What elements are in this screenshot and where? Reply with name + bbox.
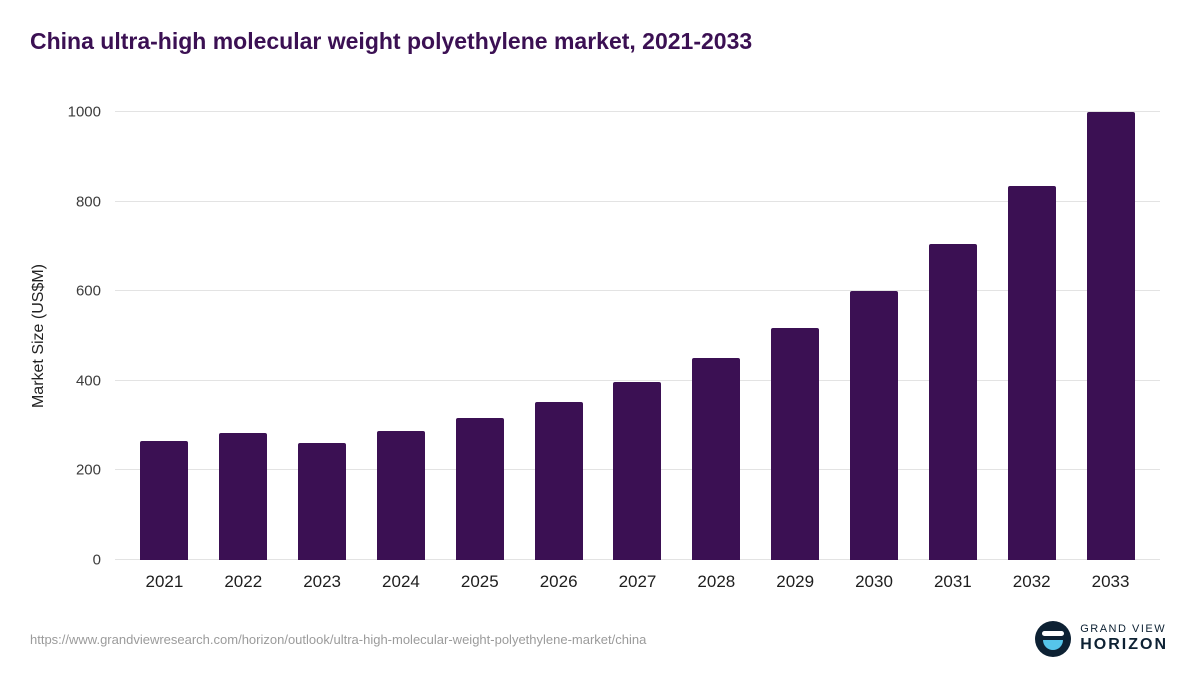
bar bbox=[140, 441, 189, 560]
horizon-logo-icon bbox=[1035, 621, 1072, 657]
bar-column: 2023 bbox=[298, 112, 347, 591]
x-tick-label: 2030 bbox=[855, 572, 893, 591]
bar bbox=[928, 244, 977, 560]
bar bbox=[1086, 112, 1135, 560]
x-tick-label: 2024 bbox=[382, 572, 420, 591]
bar-column: 2025 bbox=[455, 112, 504, 591]
bar bbox=[534, 402, 583, 560]
bar-column: 2022 bbox=[219, 112, 268, 591]
y-tick-label: 800 bbox=[75, 193, 101, 211]
x-tick-label: 2027 bbox=[618, 572, 657, 591]
bar-chart: 2021 2022 2023 2024 2025 2026 2027 2028 2029 2030… bbox=[68, 104, 1160, 591]
bars-container: 2021 2022 2023 2024 2025 2026 2027 2028 2029 2030… bbox=[115, 112, 1160, 591]
bar bbox=[455, 417, 504, 560]
x-tick-label: 2033 bbox=[1091, 572, 1130, 591]
gridline bbox=[115, 379, 1160, 381]
gridline bbox=[115, 111, 1160, 112]
y-tick-label: 600 bbox=[75, 282, 101, 300]
source-url: https://www.grandviewresearch.com/horizo… bbox=[30, 632, 647, 647]
page-title: China ultra-high molecular weight polyet… bbox=[30, 28, 753, 54]
logo-icon-half-disc bbox=[1043, 640, 1064, 650]
bar-column: 2021 bbox=[140, 112, 189, 591]
y-tick-label: 1000 bbox=[67, 103, 101, 121]
bar bbox=[376, 430, 425, 560]
x-tick-label: 2021 bbox=[145, 572, 184, 591]
gridline bbox=[115, 200, 1160, 202]
x-tick-label: 2025 bbox=[460, 572, 499, 591]
x-tick-label: 2026 bbox=[539, 572, 578, 591]
x-tick-label: 2022 bbox=[224, 572, 263, 591]
bar bbox=[1007, 185, 1056, 560]
x-tick-label: 2023 bbox=[303, 572, 342, 591]
y-tick-label: 400 bbox=[75, 372, 101, 390]
bar-column: 2027 bbox=[613, 112, 662, 591]
bar bbox=[692, 357, 741, 560]
bar bbox=[219, 433, 268, 560]
gridline bbox=[115, 290, 1160, 292]
logo-horizon: HORIZON bbox=[1080, 636, 1168, 654]
x-tick-label: 2028 bbox=[697, 572, 736, 591]
y-axis-title: Market Size (US$M) bbox=[28, 112, 50, 560]
y-axis-title-text: Market Size (US$M) bbox=[30, 263, 47, 409]
grand-view-horizon-logo: GRAND VIEW HORIZON bbox=[1035, 621, 1168, 657]
bar bbox=[771, 327, 820, 560]
logo-text: GRAND VIEW HORIZON bbox=[1080, 623, 1168, 654]
bar bbox=[850, 291, 899, 560]
y-tick-label: 200 bbox=[75, 461, 101, 479]
bar-column: 2026 bbox=[534, 112, 583, 591]
bar-column: 2031 bbox=[928, 112, 977, 591]
logo-icon-stripe bbox=[1042, 631, 1065, 636]
x-tick-label: 2031 bbox=[933, 572, 972, 591]
bar bbox=[613, 381, 662, 560]
bar-column: 2032 bbox=[1007, 112, 1056, 591]
bar-column: 2030 bbox=[850, 112, 899, 591]
bar-column: 2024 bbox=[376, 112, 425, 591]
bar-column: 2028 bbox=[692, 112, 741, 591]
bar-column: 2033 bbox=[1086, 112, 1135, 591]
logo-grand-view: GRAND VIEW bbox=[1080, 623, 1167, 636]
bar-column: 2029 bbox=[771, 112, 820, 591]
x-tick-label: 2029 bbox=[776, 572, 815, 591]
bar bbox=[298, 442, 347, 560]
x-tick-label: 2032 bbox=[1012, 572, 1051, 591]
y-tick-label: 0 bbox=[92, 551, 101, 569]
